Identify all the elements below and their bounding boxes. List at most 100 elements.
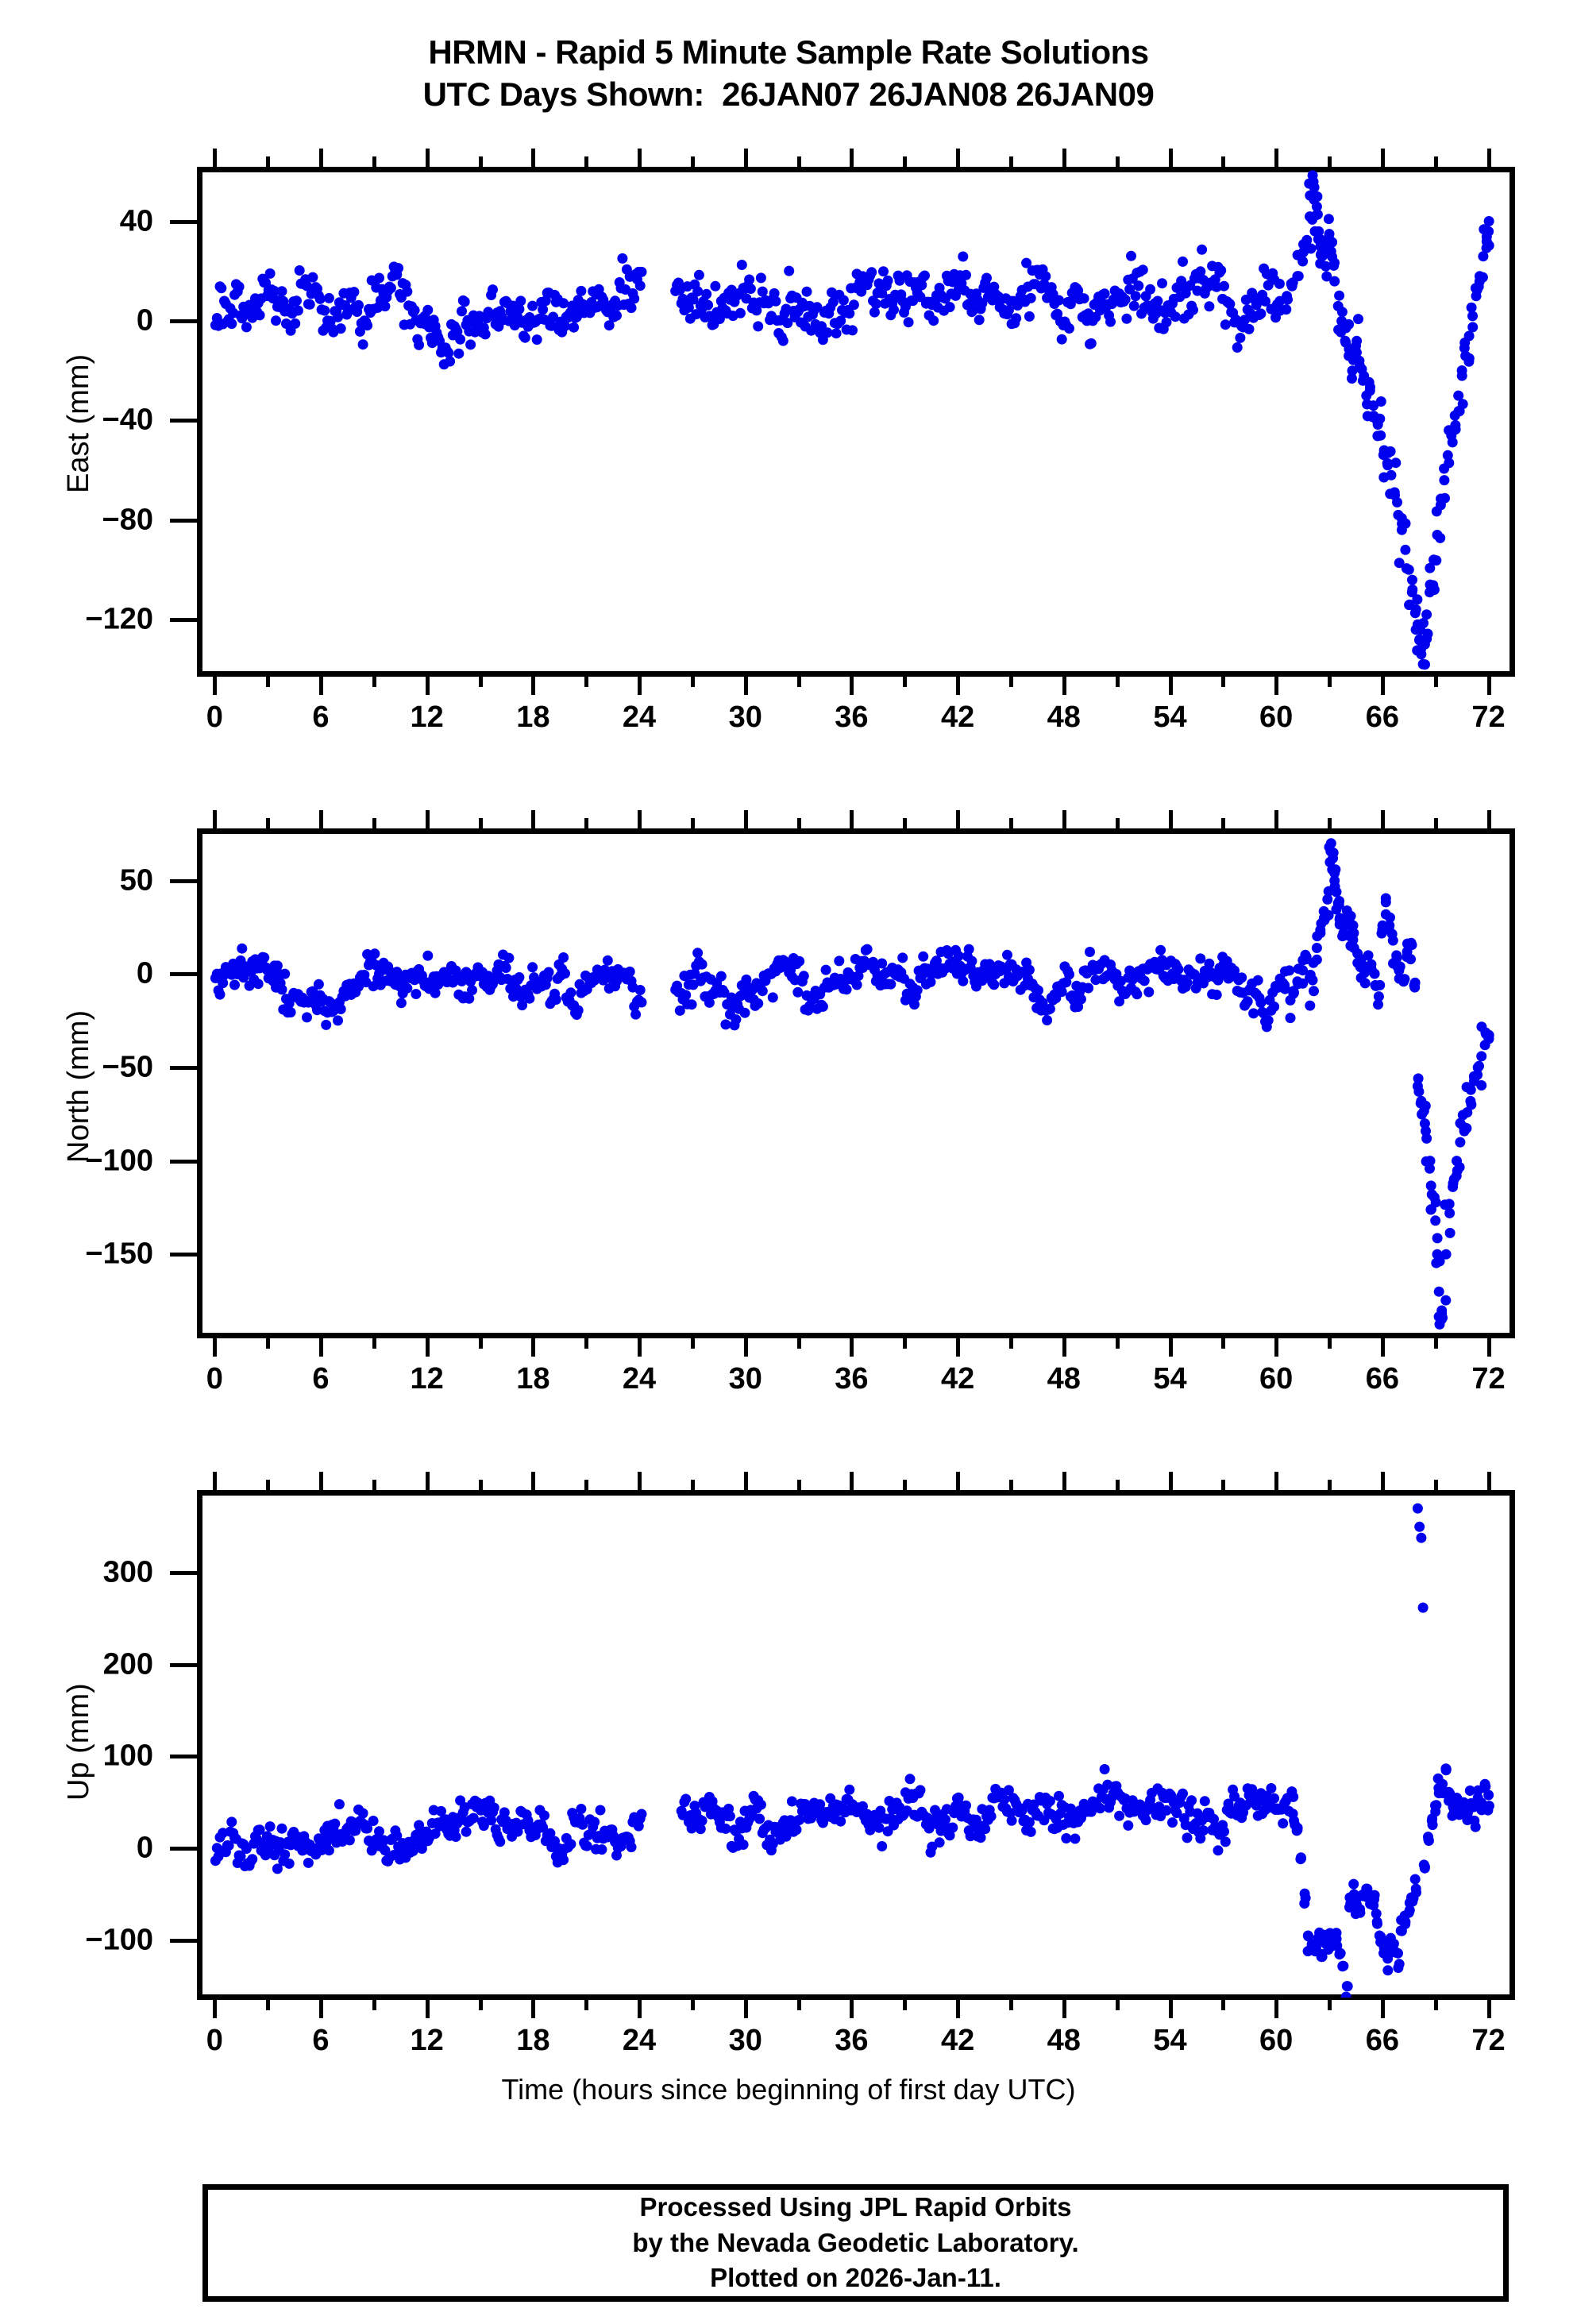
- x-minor-tick-mark: [372, 1999, 376, 2010]
- x-tick-label: 66: [1365, 701, 1400, 734]
- x-tick-mark: [318, 1472, 323, 1491]
- x-tick-label: 12: [410, 1362, 444, 1396]
- x-tick-mark: [531, 810, 536, 829]
- x-minor-tick-mark: [478, 818, 483, 829]
- x-tick-label: 24: [622, 701, 657, 734]
- x-tick-label: 48: [1047, 701, 1081, 734]
- x-tick-label: 6: [312, 701, 330, 734]
- x-tick-label: 12: [410, 2024, 444, 2057]
- x-minor-tick-mark: [1328, 818, 1332, 829]
- x-minor-tick-mark: [372, 1338, 376, 1349]
- y-tick-mark: [170, 617, 197, 622]
- x-minor-tick-mark: [478, 676, 483, 687]
- x-tick-mark: [318, 676, 323, 695]
- x-tick-label: 24: [622, 1362, 657, 1396]
- y-tick-mark: [170, 1066, 197, 1070]
- y-tick-mark: [170, 419, 197, 423]
- x-tick-label: 18: [516, 1362, 550, 1396]
- y-tick-mark: [170, 1571, 197, 1576]
- x-tick-mark: [1168, 810, 1173, 829]
- x-tick-mark: [1380, 1472, 1385, 1491]
- x-tick-mark: [743, 810, 748, 829]
- plot-area-north: [197, 828, 1515, 1338]
- x-tick-mark: [1380, 1999, 1385, 2018]
- x-tick-mark: [638, 810, 642, 829]
- x-tick-label: 60: [1259, 1362, 1294, 1396]
- x-tick-label: 54: [1153, 2024, 1187, 2057]
- x-tick-mark: [425, 1999, 430, 2018]
- x-tick-label: 66: [1365, 2024, 1400, 2057]
- x-tick-label: 12: [410, 701, 444, 734]
- x-tick-mark: [1274, 810, 1279, 829]
- x-tick-mark: [1274, 1999, 1279, 2018]
- y-tick-label: 50: [119, 863, 153, 898]
- y-tick-label: −80: [102, 503, 153, 537]
- x-tick-mark: [956, 149, 961, 168]
- x-minor-tick-mark: [796, 1338, 801, 1349]
- x-tick-mark: [1486, 810, 1491, 829]
- y-tick-mark: [170, 878, 197, 883]
- x-minor-tick-mark: [1221, 1480, 1226, 1491]
- y-tick-mark: [170, 319, 197, 324]
- x-tick-label: 24: [622, 2024, 657, 2057]
- x-tick-mark: [638, 1338, 642, 1357]
- x-minor-tick-mark: [1433, 818, 1438, 829]
- x-minor-tick-mark: [372, 1480, 376, 1491]
- x-tick-label: 36: [835, 2024, 869, 2057]
- y-tick-label: −50: [102, 1050, 153, 1084]
- x-minor-tick-mark: [903, 156, 908, 168]
- x-tick-mark: [213, 810, 218, 829]
- x-tick-mark: [1380, 810, 1385, 829]
- x-minor-tick-mark: [1433, 1338, 1438, 1349]
- x-tick-mark: [213, 1338, 218, 1357]
- y-tick-label: 0: [136, 1831, 153, 1865]
- x-tick-mark: [1486, 1338, 1491, 1357]
- x-tick-mark: [638, 1472, 642, 1491]
- x-tick-mark: [1168, 1338, 1173, 1357]
- x-tick-label: 0: [206, 2024, 223, 2057]
- x-minor-tick-mark: [1328, 1338, 1332, 1349]
- y-tick-label: 200: [102, 1647, 153, 1681]
- x-minor-tick-mark: [1221, 1338, 1226, 1349]
- x-minor-tick-mark: [1328, 1999, 1332, 2010]
- x-minor-tick-mark: [1115, 1480, 1120, 1491]
- x-minor-tick-mark: [903, 1999, 908, 2010]
- x-tick-label: 72: [1471, 1362, 1506, 1396]
- x-tick-mark: [1380, 149, 1385, 168]
- x-tick-mark: [850, 149, 854, 168]
- y-tick-label: 0: [136, 303, 153, 338]
- y-tick-label: −40: [102, 403, 153, 437]
- y-tick-mark: [170, 1662, 197, 1667]
- y-tick-mark: [170, 1938, 197, 1943]
- x-tick-mark: [743, 149, 748, 168]
- x-minor-tick-mark: [1433, 676, 1438, 687]
- x-minor-tick-mark: [796, 1480, 801, 1491]
- x-minor-tick-mark: [266, 818, 271, 829]
- y-tick-mark: [170, 1847, 197, 1851]
- x-minor-tick-mark: [796, 676, 801, 687]
- x-tick-mark: [1274, 1338, 1279, 1357]
- x-minor-tick-mark: [903, 1480, 908, 1491]
- x-tick-mark: [531, 1472, 536, 1491]
- x-tick-mark: [956, 676, 961, 695]
- x-tick-mark: [1062, 676, 1066, 695]
- x-tick-mark: [318, 810, 323, 829]
- x-minor-tick-mark: [1115, 676, 1120, 687]
- page-title: HRMN - Rapid 5 Minute Sample Rate Soluti…: [0, 32, 1577, 115]
- x-tick-label: 54: [1153, 701, 1187, 734]
- x-minor-tick-mark: [690, 1999, 695, 2010]
- x-tick-mark: [531, 1338, 536, 1357]
- x-tick-mark: [1062, 1338, 1066, 1357]
- x-tick-label: 36: [835, 701, 869, 734]
- x-tick-label: 30: [728, 701, 762, 734]
- x-tick-mark: [1486, 149, 1491, 168]
- x-tick-label: 36: [835, 1362, 869, 1396]
- x-tick-mark: [956, 810, 961, 829]
- x-tick-mark: [531, 149, 536, 168]
- x-minor-tick-mark: [584, 818, 589, 829]
- y-tick-label: 0: [136, 956, 153, 990]
- x-minor-tick-mark: [1115, 1338, 1120, 1349]
- x-tick-mark: [956, 1999, 961, 2018]
